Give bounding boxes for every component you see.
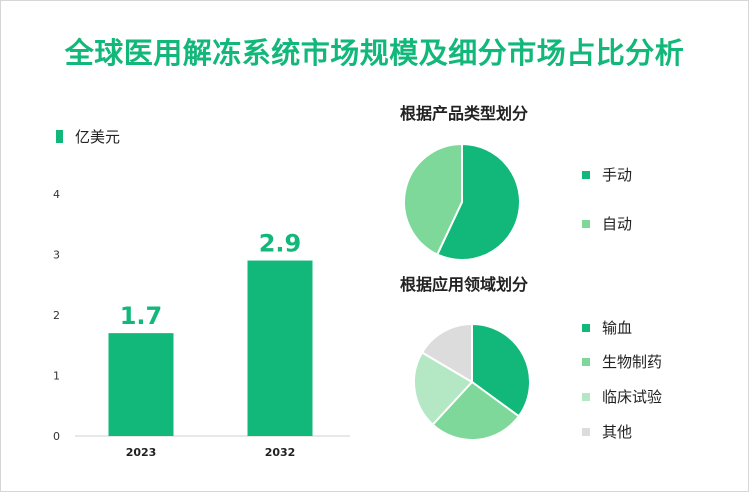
pie-slice-1 — [403, 142, 463, 256]
bar-legend: 亿美元 — [56, 125, 120, 147]
x-tick-label: 2023 — [126, 446, 157, 459]
legend-swatch-biopharma — [582, 357, 590, 366]
legend-swatch-auto — [582, 219, 590, 228]
pie-slice-3 — [420, 322, 473, 384]
y-tick-label: 2 — [53, 309, 60, 322]
bar-value-label: 2.9 — [259, 230, 302, 258]
pie-slice-2 — [413, 351, 474, 427]
y-tick-label: 1 — [53, 370, 60, 383]
legend-label-biopharma: 生物制药 — [602, 353, 663, 371]
pie-product-title: 根据产品类型划分 — [400, 104, 529, 123]
legend-swatch-manual — [582, 170, 590, 179]
page-title: 全球医用解冻系统市场规模及细分市场占比分析 — [64, 36, 685, 70]
pie-product-legend-1: 自动 — [582, 213, 632, 234]
bar-2032 — [247, 260, 313, 436]
pie-slice-0 — [435, 142, 521, 261]
pie-slice-0 — [471, 322, 531, 418]
legend-label-manual: 手动 — [602, 166, 633, 184]
pie-app-legend-1: 生物制药 — [582, 351, 662, 372]
legend-label-transfusion: 输血 — [602, 319, 633, 337]
pie-application-title: 根据应用领域划分 — [400, 275, 529, 294]
pie-slice-1 — [431, 380, 521, 441]
legend-label-other: 其他 — [602, 423, 633, 441]
y-tick-label: 3 — [53, 249, 60, 262]
legend-swatch-transfusion — [582, 323, 590, 332]
pie-product-legend-0: 手动 — [582, 164, 632, 185]
pie-product-type — [403, 142, 521, 261]
y-tick-label: 4 — [53, 188, 60, 201]
bar-legend-label: 亿美元 — [75, 127, 121, 146]
y-tick-label: 0 — [53, 430, 60, 443]
legend-label-auto: 自动 — [602, 215, 633, 233]
legend-swatch-clinical — [582, 392, 590, 401]
legend-swatch-other — [582, 427, 590, 436]
bar-chart: 0 1 2 3 4 1.7 2.9 2023 2032 — [53, 188, 350, 459]
pie-app-legend-0: 输血 — [582, 317, 632, 338]
x-tick-label: 2032 — [265, 446, 296, 459]
pie-app-legend-3: 其他 — [582, 421, 632, 442]
bar-value-label: 1.7 — [120, 302, 163, 330]
bar-legend-swatch — [56, 129, 63, 143]
bar-2023 — [108, 333, 174, 436]
pie-app-legend-2: 临床试验 — [582, 386, 662, 407]
legend-label-clinical: 临床试验 — [602, 388, 663, 406]
pie-application-field — [413, 322, 531, 441]
